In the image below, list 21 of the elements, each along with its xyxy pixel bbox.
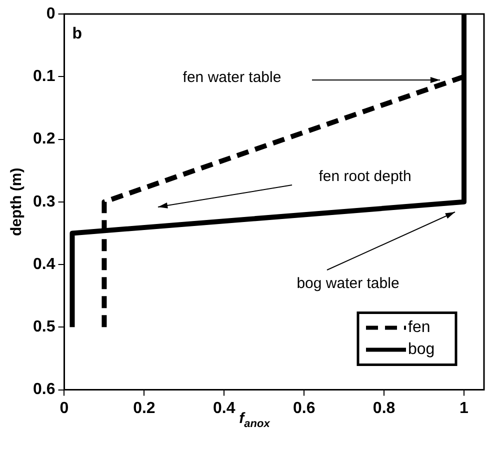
y-tick-label: 0.5 (32, 318, 56, 336)
x-tick-label: 1 (460, 400, 469, 417)
annotation: bog water table (296, 275, 400, 292)
x-tick-label: 0.6 (292, 400, 316, 417)
y-axis-title: depth (m) (8, 168, 26, 236)
x-tick-label: 0.2 (133, 400, 156, 417)
legend-label: fen (408, 319, 430, 336)
x-tick-label: 0.8 (372, 400, 396, 417)
y-tick-label: 0.2 (32, 130, 56, 148)
annotation: fen root depth (318, 168, 412, 186)
y-tick-label: 0.6 (32, 381, 56, 398)
x-axis-title: f$_{anox}$ (239, 410, 270, 430)
y-tick-label: 0.4 (32, 256, 56, 273)
legend-label: bog (408, 341, 435, 358)
y-tick-label: 0.3 (32, 193, 56, 210)
annotation: fen water table (182, 69, 282, 86)
x-tick-label: 0.4 (213, 400, 236, 417)
y-tick-label: 0.1 (32, 68, 56, 86)
annotation: b (72, 25, 82, 42)
x-tick-label: 0 (60, 400, 69, 417)
y-tick-label: 0 (46, 5, 56, 22)
